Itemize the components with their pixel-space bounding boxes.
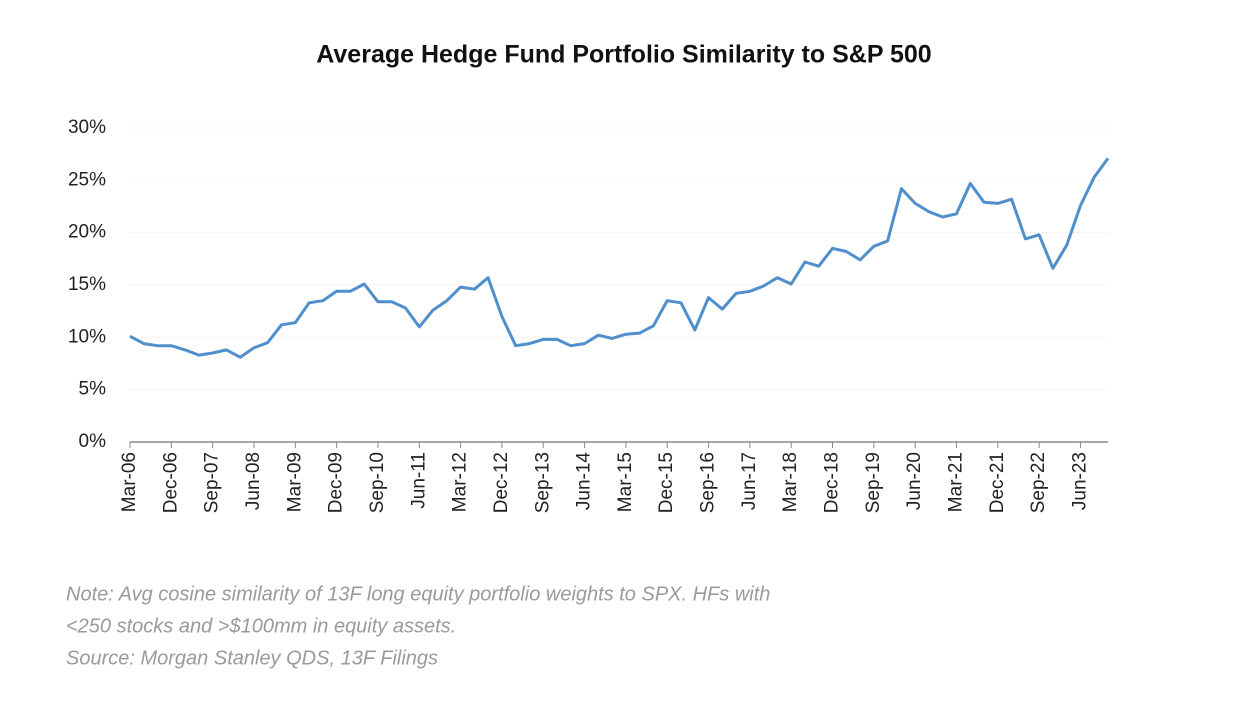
x-tick-label: Dec-06 — [160, 452, 181, 513]
x-tick-label: Sep-10 — [367, 452, 388, 513]
x-tick-label: Jun-11 — [408, 452, 429, 509]
x-tick-label: Sep-13 — [532, 452, 553, 513]
x-tick-label: Dec-18 — [822, 452, 843, 513]
chart-title: Average Hedge Fund Portfolio Similarity … — [316, 41, 931, 69]
x-tick-label: Sep-16 — [698, 452, 719, 513]
x-tick-label: Mar-06 — [119, 452, 140, 512]
x-tick-label: Mar-09 — [284, 452, 305, 512]
x-tick-label: Sep-22 — [1028, 452, 1049, 513]
x-tick-label: Jun-17 — [739, 452, 760, 510]
x-tick-label: Mar-18 — [780, 452, 801, 512]
x-tick-label: Mar-12 — [450, 452, 471, 512]
note: Source: Morgan Stanley QDS, 13F Filings — [66, 647, 438, 669]
y-tick-label: 0% — [79, 431, 107, 452]
x-tick-label: Jun-08 — [243, 452, 264, 510]
x-tick-label: Jun-20 — [904, 452, 925, 510]
y-tick-label: 20% — [68, 222, 106, 243]
x-tick-label: Jun-14 — [574, 452, 595, 511]
y-tick-label: 25% — [68, 169, 106, 190]
y-tick-label: 10% — [68, 326, 106, 347]
x-tick-label: Dec-09 — [326, 452, 347, 513]
x-tick-label: Sep-19 — [863, 452, 884, 513]
y-tick-label: 30% — [68, 117, 106, 138]
y-tick-label: 15% — [68, 274, 106, 295]
y-tick-label: 5% — [79, 379, 107, 400]
x-tick-label: Dec-15 — [656, 452, 677, 513]
x-tick-label: Dec-21 — [987, 452, 1008, 513]
note: <250 stocks and >$100mm in equity assets… — [66, 615, 456, 637]
note: Note: Avg cosine similarity of 13F long … — [66, 583, 770, 605]
x-tick-label: Dec-12 — [491, 452, 512, 513]
x-tick-label: Mar-21 — [945, 452, 966, 512]
x-tick-label: Sep-07 — [202, 452, 223, 513]
line-series — [129, 157, 1110, 359]
x-tick-label: Mar-15 — [615, 452, 636, 512]
x-tick-label: Jun-23 — [1069, 452, 1090, 510]
